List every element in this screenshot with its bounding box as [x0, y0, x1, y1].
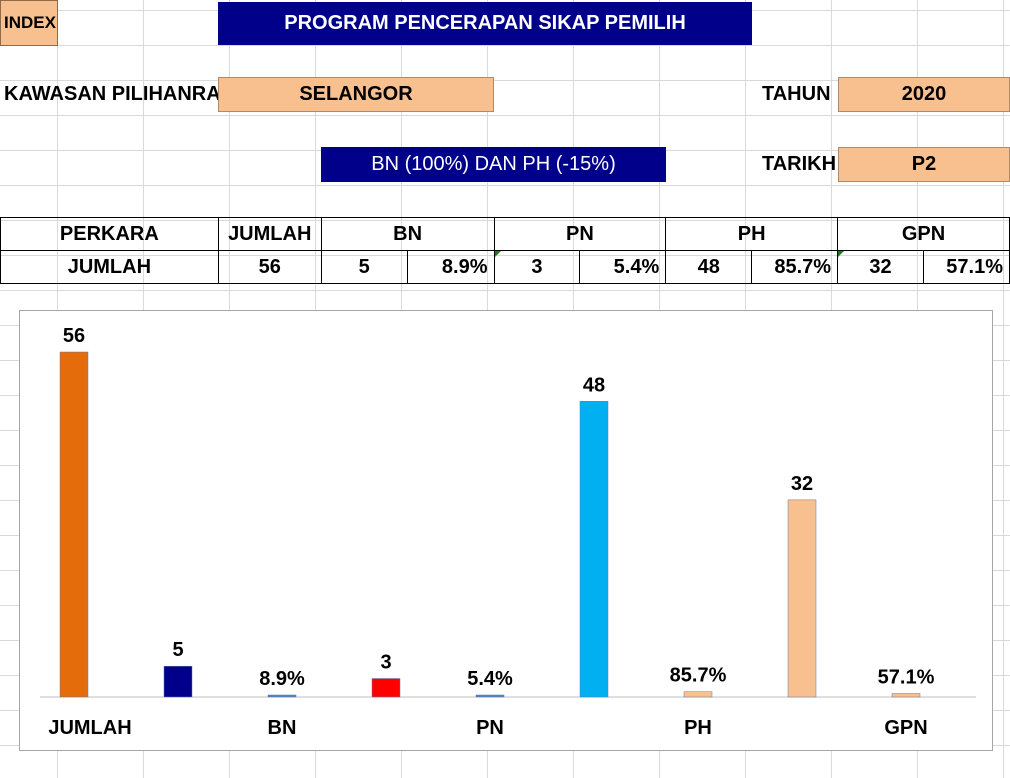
kawasan-value[interactable]: SELANGOR	[218, 77, 494, 112]
data-label: 57.1%	[878, 666, 935, 688]
bar	[59, 351, 89, 698]
tarikh-value[interactable]: P2	[838, 147, 1010, 182]
table-row: JUMLAH 56 5 8.9% 3 5.4% 48 85.7% 32 57.1…	[0, 250, 1010, 284]
data-label: 32	[791, 473, 813, 495]
header-pn: PN	[493, 217, 667, 251]
cell-pn-pct[interactable]: 5.4%	[579, 250, 667, 284]
bar	[267, 694, 297, 698]
table-header-row: PERKARA JUMLAH BN PN PH GPN	[0, 217, 1010, 251]
index-button[interactable]: INDEX	[0, 0, 58, 46]
category-label: JUMLAH	[48, 717, 131, 739]
data-label: 85.7%	[670, 665, 727, 687]
cell-ph-pct[interactable]: 85.7%	[751, 250, 839, 284]
data-label: 5.4%	[467, 668, 513, 690]
data-label: 48	[583, 374, 605, 396]
scenario-subtitle: BN (100%) DAN PH (-15%)	[321, 147, 666, 182]
category-label: PH	[684, 717, 712, 739]
category-label: PN	[476, 717, 504, 739]
page-title: PROGRAM PENCERAPAN SIKAP PEMILIH	[218, 2, 752, 45]
data-label: 8.9%	[259, 668, 305, 690]
row-label: JUMLAH	[0, 250, 219, 284]
header-perkara: PERKARA	[0, 217, 219, 251]
category-label: BN	[268, 717, 297, 739]
bar	[787, 499, 817, 698]
cell-bn-pct[interactable]: 8.9%	[406, 250, 495, 284]
bar	[891, 693, 921, 698]
bar-chart[interactable]: 56 5 8.9% 3 5.4% 48 85.7% 32 57.1% JUMLAH BN PN PH GP…	[19, 310, 993, 751]
cell-gpn-pct[interactable]: 57.1%	[922, 250, 1010, 284]
chart-plot-area: 56 5 8.9% 3 5.4% 48 85.7% 32 57.1% JUMLAH BN PN PH GP…	[40, 325, 976, 739]
cell-bn-count[interactable]: 5	[320, 250, 408, 284]
bar	[371, 678, 401, 698]
header-jumlah: JUMLAH	[217, 217, 322, 251]
cell-ph-count[interactable]: 48	[665, 250, 753, 284]
data-label: 56	[63, 325, 85, 347]
header-ph: PH	[665, 217, 839, 251]
cell-jumlah[interactable]: 56	[217, 250, 322, 284]
header-bn: BN	[320, 217, 495, 251]
bar	[683, 691, 713, 698]
tarikh-label: TARIKH	[762, 153, 837, 175]
summary-table: PERKARA JUMLAH BN PN PH GPN JUMLAH 56 5 …	[0, 217, 1010, 284]
bar	[475, 694, 505, 698]
header-gpn: GPN	[837, 217, 1010, 251]
category-label: GPN	[884, 717, 927, 739]
bar	[163, 665, 193, 698]
tahun-label: TAHUN	[762, 83, 831, 105]
cell-pn-count[interactable]: 3	[493, 250, 581, 284]
data-label: 5	[172, 639, 183, 661]
bar	[579, 401, 609, 698]
data-label: 3	[380, 652, 391, 674]
kawasan-label: KAWASAN PILIHANRAYA	[4, 83, 218, 105]
tahun-value[interactable]: 2020	[838, 77, 1010, 112]
cell-gpn-count[interactable]: 32	[837, 250, 924, 284]
